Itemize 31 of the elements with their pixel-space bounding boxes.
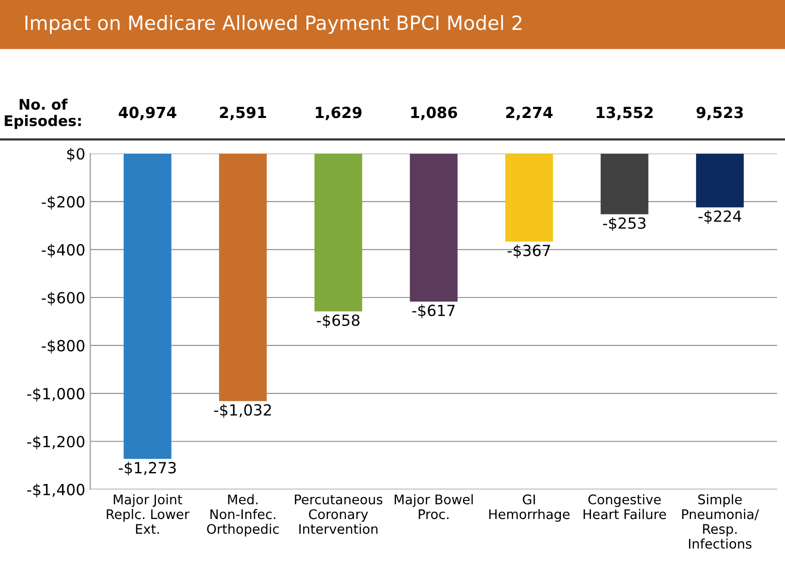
data-label: -$658 xyxy=(316,314,360,328)
y-tick-label: $0 xyxy=(67,148,84,162)
text: 1,086 xyxy=(411,106,458,120)
x-tick-label: GI Hemorrhage xyxy=(489,494,570,522)
text: 13,552 xyxy=(596,106,653,120)
data-label: -$224 xyxy=(698,210,742,224)
y-tick-label: -$600 xyxy=(42,292,84,306)
x-tick-label: Med. Non-Infec. Orthopedic xyxy=(207,494,279,537)
chart-title: Impact on Medicare Allowed Payment BPCI Model 2 xyxy=(25,15,522,34)
y-tick-label: -$200 xyxy=(42,196,84,210)
x-tick-label: Congestive Heart Failure xyxy=(584,494,666,520)
text: 2,274 xyxy=(506,106,553,120)
data-label: -$1,273 xyxy=(118,462,176,476)
x-tick-label: Major Joint Replc. Lower Ext. xyxy=(106,494,190,534)
y-tick-label: -$1,000 xyxy=(27,388,84,402)
data-label: -$1,032 xyxy=(214,404,271,418)
y-tick-label: -$400 xyxy=(42,244,84,258)
text: 40,974 xyxy=(118,106,176,120)
text: No. of Episodes: xyxy=(4,98,81,130)
x-tick-label: Simple Pneumonia/ Resp. Infections xyxy=(682,494,759,549)
data-label: -$617 xyxy=(412,304,455,318)
y-tick-label: -$1,200 xyxy=(27,436,84,450)
data-label: -$253 xyxy=(603,217,646,231)
y-tick-label: -$1,400 xyxy=(27,484,84,498)
x-tick-label: Major Bowel Proc. xyxy=(394,494,473,520)
y-tick-label: -$800 xyxy=(42,340,84,354)
data-label: -$367 xyxy=(508,244,550,258)
text: 2,591 xyxy=(220,106,266,120)
text: 1,629 xyxy=(316,106,362,120)
x-tick-label: Percutaneous Coronary Intervention xyxy=(294,494,382,534)
text: 9,523 xyxy=(696,106,743,120)
